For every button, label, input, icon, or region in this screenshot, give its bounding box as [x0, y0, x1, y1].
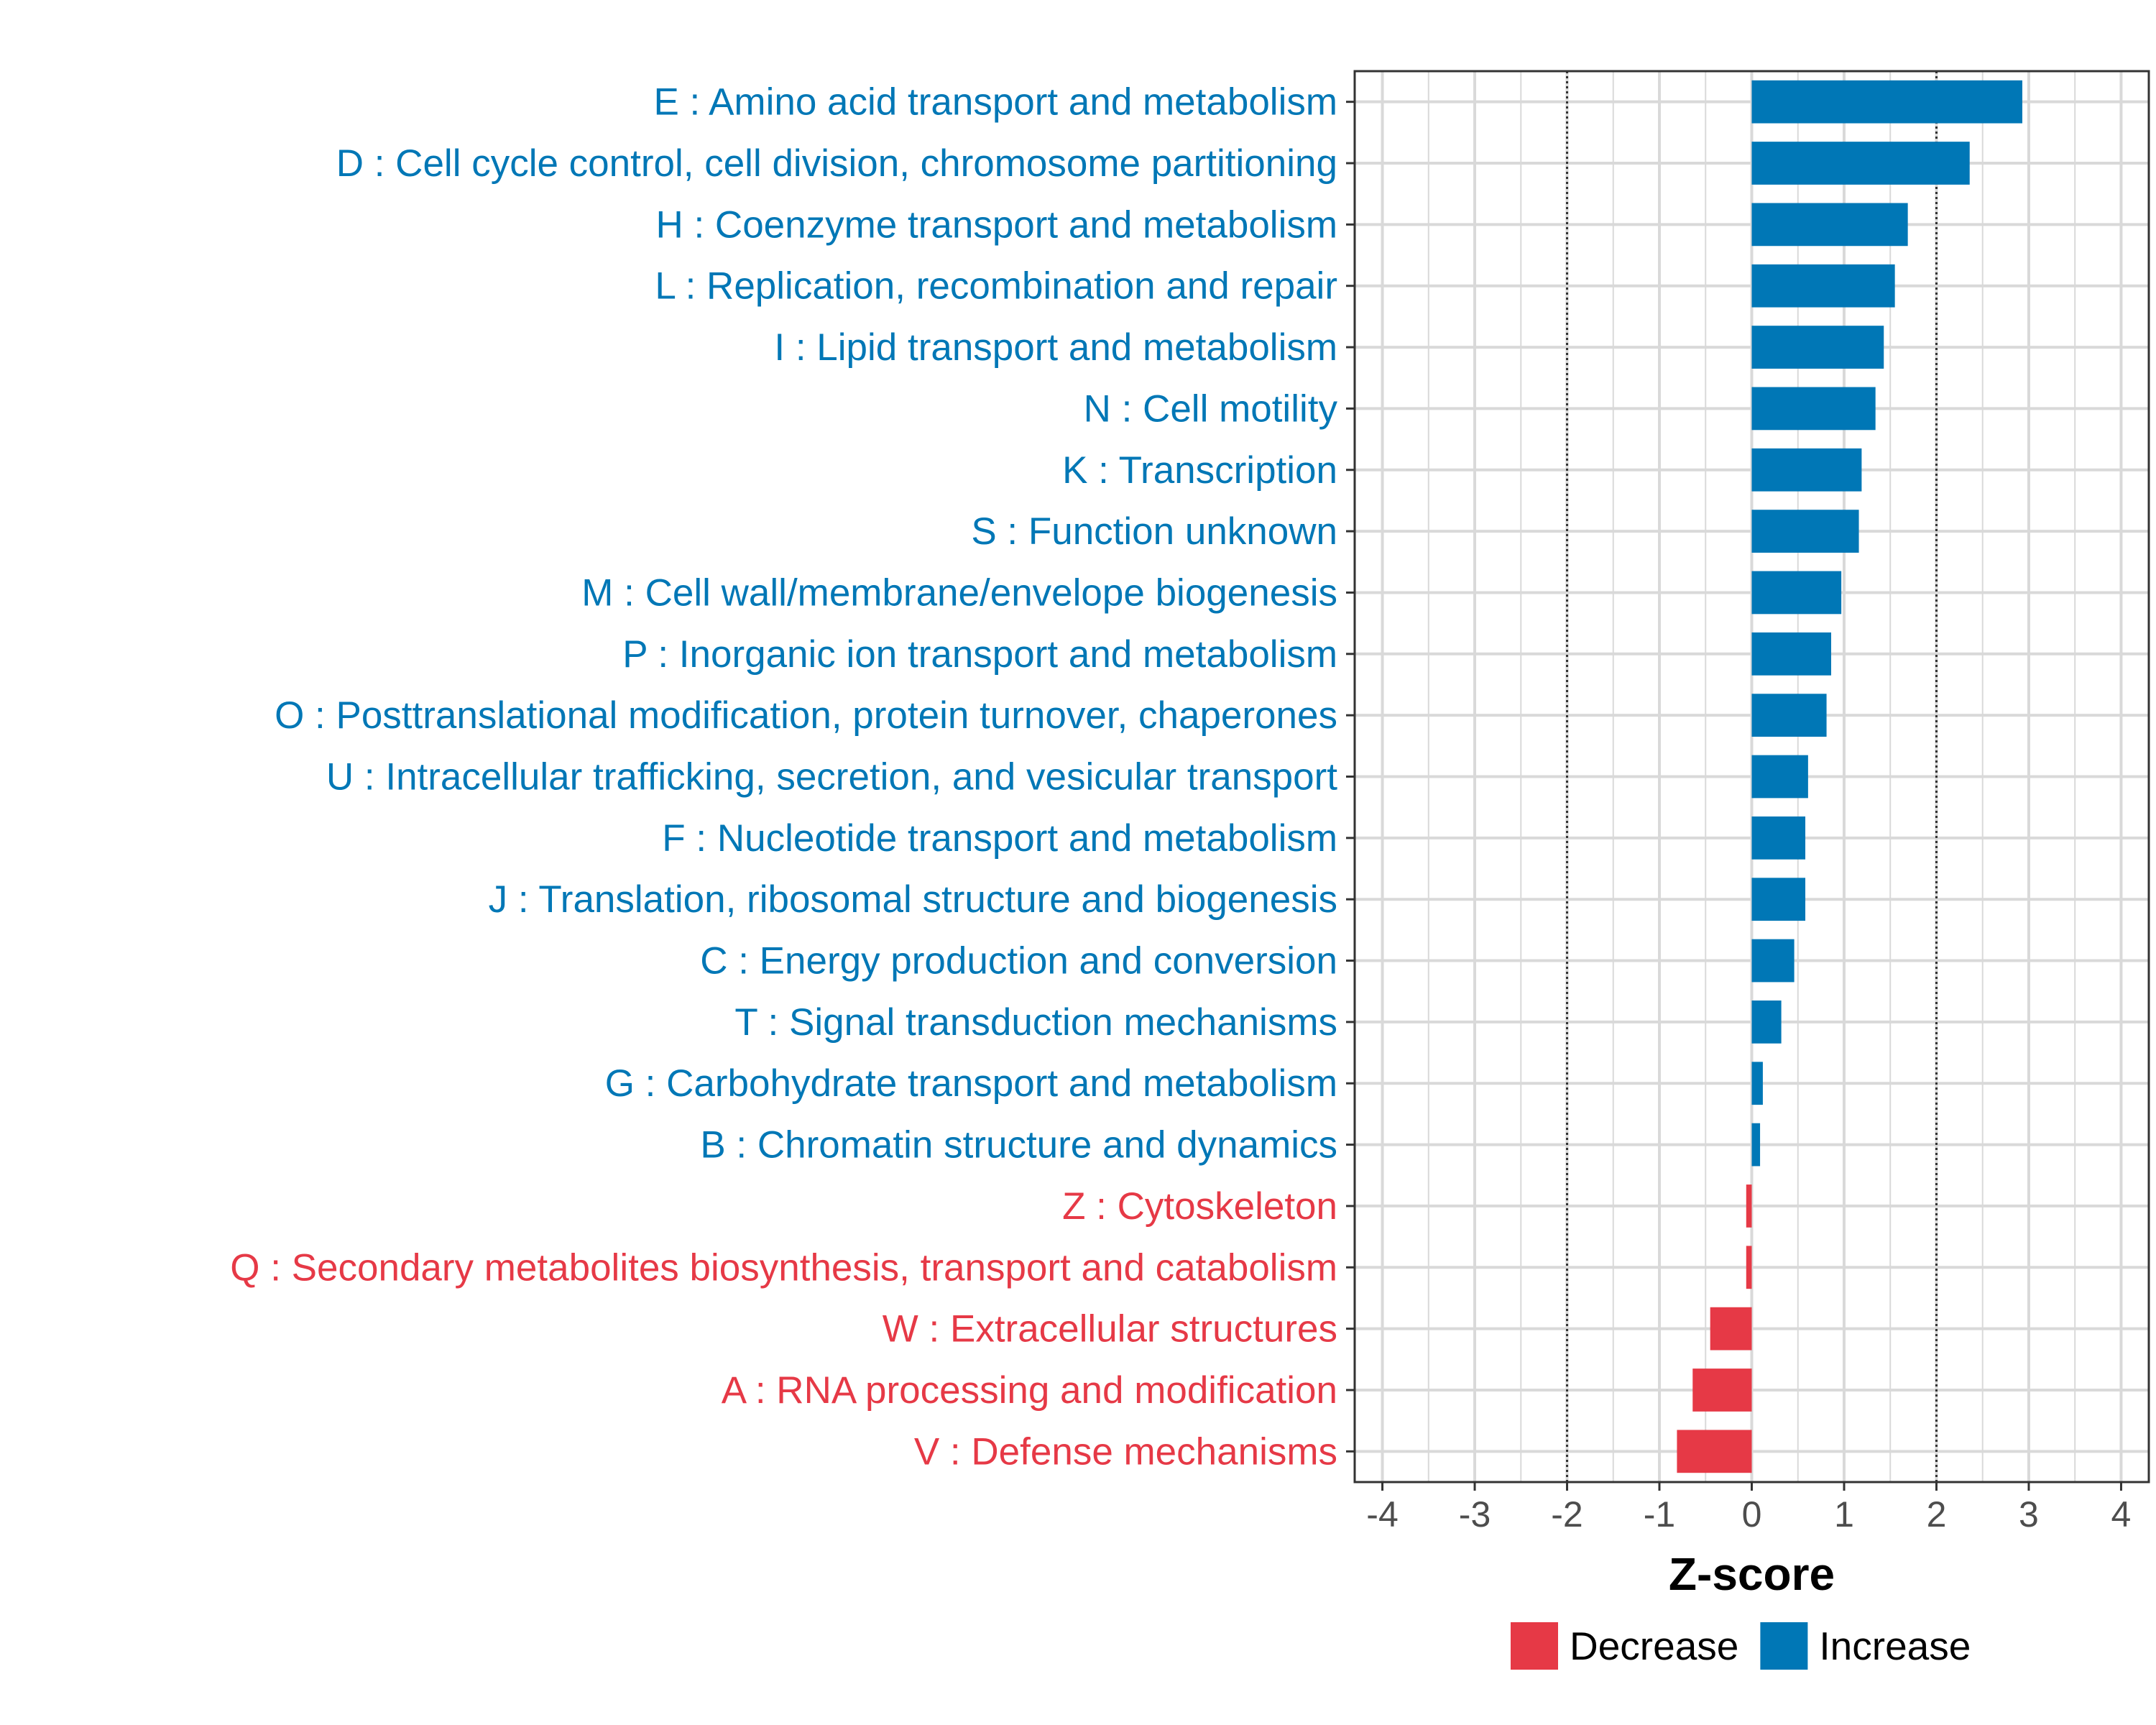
bar	[1751, 80, 2022, 124]
category-label: D : Cell cycle control, cell division, c…	[336, 142, 1337, 185]
x-tick-label: 4	[2111, 1494, 2132, 1535]
category-label: O : Posttranslational modification, prot…	[275, 694, 1337, 737]
bar	[1751, 1062, 1763, 1105]
x-tick-label: 1	[1834, 1494, 1854, 1535]
x-tick-label: 2	[1927, 1494, 1947, 1535]
y-axis-ticks	[1346, 101, 1355, 1453]
category-label: P : Inorganic ion transport and metaboli…	[622, 633, 1337, 676]
category-label: V : Defense mechanisms	[914, 1430, 1337, 1473]
bar	[1751, 816, 1806, 860]
category-label: E : Amino acid transport and metabolism	[653, 81, 1337, 124]
x-axis-title: Z-score	[1669, 1548, 1835, 1600]
x-tick-label: -1	[1644, 1494, 1675, 1535]
x-tick-label: -2	[1551, 1494, 1583, 1535]
legend-swatch	[1760, 1622, 1808, 1670]
bar	[1751, 694, 1827, 737]
category-label: W : Extracellular structures	[883, 1308, 1337, 1351]
bar	[1746, 1246, 1752, 1289]
category-label: B : Chromatin structure and dynamics	[700, 1124, 1337, 1167]
category-label: I : Lipid transport and metabolism	[774, 326, 1337, 369]
legend: Decrease Increase	[1511, 1622, 1971, 1670]
bar	[1751, 142, 1970, 185]
x-tick-label: -3	[1459, 1494, 1491, 1535]
x-tick-label: -4	[1366, 1494, 1398, 1535]
bar	[1751, 878, 1806, 921]
bar	[1751, 203, 1908, 247]
legend-label: Decrease	[1570, 1624, 1738, 1668]
legend-label: Increase	[1819, 1624, 1971, 1668]
category-label: Q : Secondary metabolites biosynthesis, …	[230, 1246, 1337, 1289]
category-label: M : Cell wall/membrane/envelope biogenes…	[581, 571, 1337, 614]
bar	[1692, 1368, 1752, 1412]
category-label: L : Replication, recombination and repai…	[655, 265, 1337, 308]
category-label: C : Energy production and conversion	[700, 940, 1337, 983]
bar	[1751, 1000, 1782, 1044]
category-label: Z : Cytoskeleton	[1062, 1185, 1337, 1228]
category-label: J : Translation, ribosomal structure and…	[489, 878, 1337, 921]
category-label: G : Carbohydrate transport and metabolis…	[605, 1062, 1337, 1105]
x-tick-label: 0	[1742, 1494, 1762, 1535]
bar	[1751, 387, 1876, 431]
x-axis-ticks: -4 -3 -2 -1 0 1 2 3 4	[1366, 1482, 2131, 1535]
bar	[1751, 510, 1859, 553]
legend-swatch	[1511, 1622, 1558, 1670]
category-label: K : Transcription	[1062, 449, 1337, 492]
bar	[1746, 1184, 1752, 1228]
y-axis-labels: E : Amino acid transport and metabolism D…	[230, 81, 1337, 1473]
bar	[1751, 755, 1808, 799]
bar	[1751, 571, 1842, 615]
bar	[1751, 1123, 1761, 1167]
x-tick-label: 3	[2019, 1494, 2039, 1535]
category-label: U : Intracellular trafficking, secretion…	[326, 756, 1337, 799]
bar	[1710, 1307, 1752, 1351]
bars	[1677, 80, 2022, 1473]
category-label: T : Signal transduction mechanisms	[734, 1001, 1337, 1044]
category-label: H : Coenzyme transport and metabolism	[655, 203, 1337, 246]
category-label: F : Nucleotide transport and metabolism	[662, 817, 1337, 860]
bar	[1751, 939, 1795, 983]
bar	[1751, 632, 1831, 676]
category-label: S : Function unknown	[971, 510, 1337, 553]
reference-lines	[1566, 71, 1938, 1482]
bar	[1751, 448, 1862, 492]
bar	[1751, 264, 1895, 308]
bar	[1751, 326, 1884, 369]
category-label: A : RNA processing and modification	[722, 1369, 1337, 1412]
bar	[1677, 1430, 1752, 1473]
category-label: N : Cell motility	[1084, 387, 1338, 430]
